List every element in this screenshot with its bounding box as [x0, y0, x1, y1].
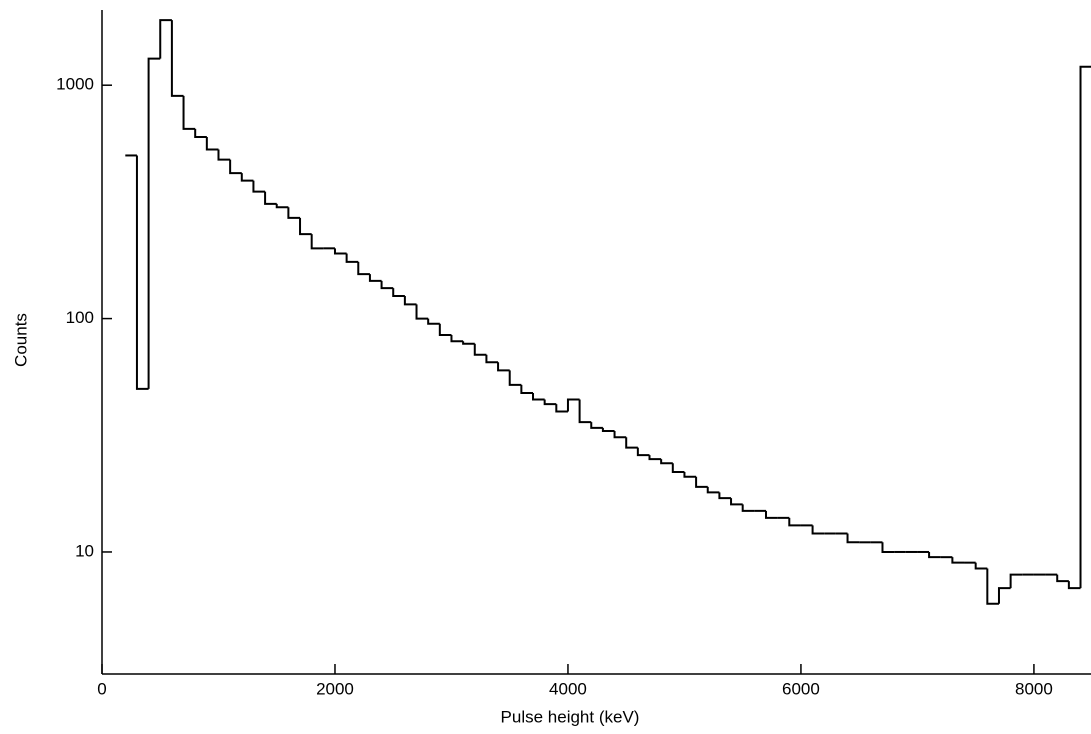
histogram-bin: [648, 455, 662, 461]
histogram-bin: [462, 341, 475, 345]
histogram-bin: [881, 542, 895, 553]
histogram-bin: [997, 587, 1011, 604]
histogram-bin: [1056, 574, 1069, 583]
histogram-bin: [380, 280, 394, 290]
histogram-bin: [625, 437, 638, 449]
y-axis-label: Counts: [11, 313, 30, 367]
x-tick-label: 4000: [549, 679, 587, 698]
x-tick-label: 6000: [782, 679, 820, 698]
x-axis-label: Pulse height (keV): [501, 707, 640, 726]
histogram-bin: [264, 191, 277, 205]
histogram-bin: [415, 304, 429, 320]
histogram-bin: [660, 459, 673, 465]
histogram-bin: [427, 318, 440, 325]
histogram-bin: [229, 159, 242, 175]
histogram-bin: [159, 19, 172, 59]
histogram-bin: [438, 323, 452, 337]
histogram-bin: [788, 517, 801, 527]
x-tick-label: 2000: [316, 679, 354, 698]
histogram-bin: [240, 173, 254, 182]
histogram-bin: [764, 510, 778, 519]
histogram-bin: [275, 203, 289, 209]
histogram-bin: [974, 562, 988, 570]
histogram-bin: [497, 362, 510, 372]
histogram-bin: [368, 274, 382, 282]
histogram-bin: [730, 498, 743, 506]
histogram-bin: [485, 354, 499, 364]
histogram-bin: [205, 136, 219, 151]
histogram-bin: [450, 335, 464, 343]
histogram-bin: [182, 95, 196, 130]
histogram-bin: [333, 248, 347, 255]
histogram-bin: [555, 404, 568, 413]
histogram-bin: [520, 384, 534, 394]
histogram-bin: [252, 180, 266, 193]
x-tick-label: 8000: [1015, 679, 1053, 698]
histogram-bin: [811, 525, 825, 535]
histogram-bin: [590, 422, 603, 429]
y-tick-label: 100: [66, 308, 94, 327]
histogram-bin: [695, 476, 708, 488]
histogram-bin: [671, 463, 685, 474]
x-tick-label: 0: [97, 679, 106, 698]
histogram-bin: [951, 557, 965, 564]
histogram-bin: [194, 128, 207, 138]
histogram-bin: [1079, 65, 1091, 589]
histogram-bin: [217, 149, 231, 161]
histogram-bin: [543, 399, 557, 406]
histogram-bin: [718, 492, 732, 500]
histogram-bin: [706, 486, 720, 494]
histogram-bin: [601, 427, 615, 432]
y-tick-label: 1000: [56, 75, 94, 94]
histogram-bin: [345, 253, 359, 263]
histogram-bin: [357, 261, 370, 276]
histogram-bin: [741, 504, 755, 512]
histogram-bin: [846, 533, 860, 544]
histogram-bin: [473, 343, 487, 356]
histogram-bin: [299, 217, 312, 236]
histogram-bin: [986, 568, 999, 605]
histogram-bin: [403, 295, 417, 306]
histogram: [125, 19, 1091, 605]
histogram-bin: [928, 551, 941, 559]
histogram-bin: [532, 392, 545, 401]
histogram-bin: [287, 207, 301, 219]
histogram-bin: [1067, 581, 1081, 590]
histogram-bin: [578, 399, 592, 424]
histogram-bin: [636, 447, 650, 457]
histogram-bin: [170, 20, 184, 97]
histogram-bin: [135, 155, 149, 390]
histogram-bin: [508, 370, 522, 386]
histogram-bin: [683, 472, 697, 478]
histogram-bin: [613, 430, 627, 439]
y-tick-label: 10: [75, 541, 94, 560]
histogram-bin: [392, 288, 405, 297]
histogram-bin: [1009, 573, 1023, 589]
histogram-bin: [310, 234, 324, 250]
histogram-bin: [147, 57, 161, 389]
histogram-bin: [566, 398, 580, 412]
